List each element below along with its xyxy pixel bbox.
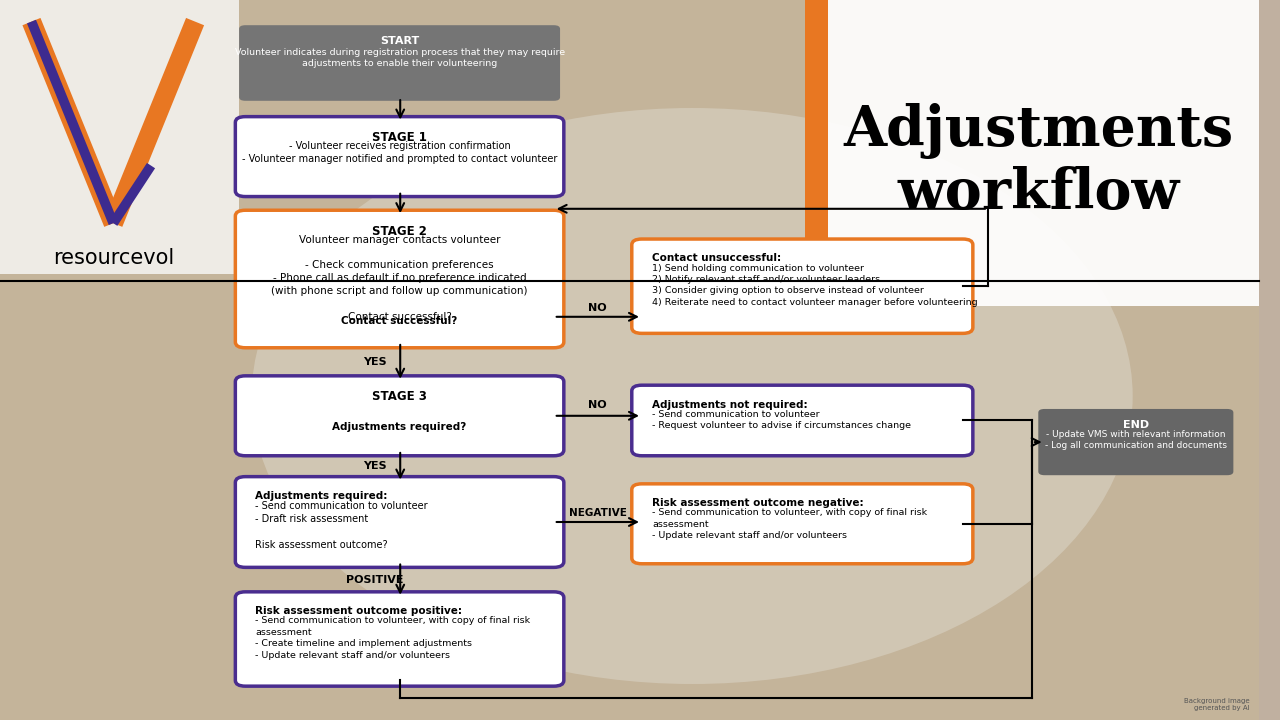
Text: YES: YES <box>364 462 387 471</box>
Text: - Send communication to volunteer
- Draft risk assessment

Risk assessment outco: - Send communication to volunteer - Draf… <box>256 501 428 549</box>
FancyBboxPatch shape <box>805 0 828 306</box>
FancyBboxPatch shape <box>824 0 1258 306</box>
FancyBboxPatch shape <box>236 117 563 197</box>
Text: - Send communication to volunteer, with copy of final risk
assessment
- Update r: - Send communication to volunteer, with … <box>652 508 927 540</box>
Text: Adjustments not required:: Adjustments not required: <box>652 400 808 410</box>
FancyBboxPatch shape <box>632 239 973 333</box>
Ellipse shape <box>252 108 1133 684</box>
Text: - Send communication to volunteer
- Request volunteer to advise if circumstances: - Send communication to volunteer - Requ… <box>652 410 911 430</box>
Text: - Update VMS with relevant information
- Log all communication and documents: - Update VMS with relevant information -… <box>1044 430 1226 450</box>
Text: STAGE 2: STAGE 2 <box>372 225 428 238</box>
FancyBboxPatch shape <box>236 592 563 686</box>
Text: Risk assessment outcome negative:: Risk assessment outcome negative: <box>652 498 864 508</box>
Text: Volunteer indicates during registration process that they may require
adjustment: Volunteer indicates during registration … <box>234 48 564 68</box>
Text: Contact successful?: Contact successful? <box>342 316 458 326</box>
FancyBboxPatch shape <box>236 210 563 348</box>
FancyBboxPatch shape <box>236 477 563 567</box>
Text: NO: NO <box>589 400 607 410</box>
Text: Background image
generated by AI: Background image generated by AI <box>1184 698 1249 711</box>
Text: Adjustments required?: Adjustments required? <box>333 422 467 431</box>
Text: Adjustments required:: Adjustments required: <box>256 491 388 501</box>
Text: - Volunteer receives registration confirmation
- Volunteer manager notified and : - Volunteer receives registration confir… <box>242 141 557 164</box>
FancyBboxPatch shape <box>236 376 563 456</box>
Text: END: END <box>1123 420 1149 430</box>
Text: STAGE 1: STAGE 1 <box>372 131 428 144</box>
FancyBboxPatch shape <box>239 25 561 101</box>
Text: - Send communication to volunteer, with copy of final risk
assessment
- Create t: - Send communication to volunteer, with … <box>256 616 531 660</box>
Text: 1) Send holding communication to volunteer
2) Notify relevant staff and/or volun: 1) Send holding communication to volunte… <box>652 264 978 307</box>
FancyBboxPatch shape <box>0 0 239 274</box>
Text: NEGATIVE: NEGATIVE <box>568 508 627 518</box>
Text: Risk assessment outcome positive:: Risk assessment outcome positive: <box>256 606 462 616</box>
Text: YES: YES <box>364 357 387 366</box>
Text: START: START <box>380 36 420 46</box>
Text: NO: NO <box>589 303 607 313</box>
Text: Volunteer manager contacts volunteer

- Check communication preferences
- Phone : Volunteer manager contacts volunteer - C… <box>271 235 527 322</box>
Text: Contact unsuccessful:: Contact unsuccessful: <box>652 253 781 264</box>
Text: resourcevol: resourcevol <box>52 248 174 269</box>
Text: STAGE 3: STAGE 3 <box>372 390 428 403</box>
Text: Adjustments
workflow: Adjustments workflow <box>844 103 1234 221</box>
Text: POSITIVE: POSITIVE <box>347 575 403 585</box>
FancyBboxPatch shape <box>1038 409 1234 475</box>
FancyBboxPatch shape <box>632 484 973 564</box>
FancyBboxPatch shape <box>632 385 973 456</box>
